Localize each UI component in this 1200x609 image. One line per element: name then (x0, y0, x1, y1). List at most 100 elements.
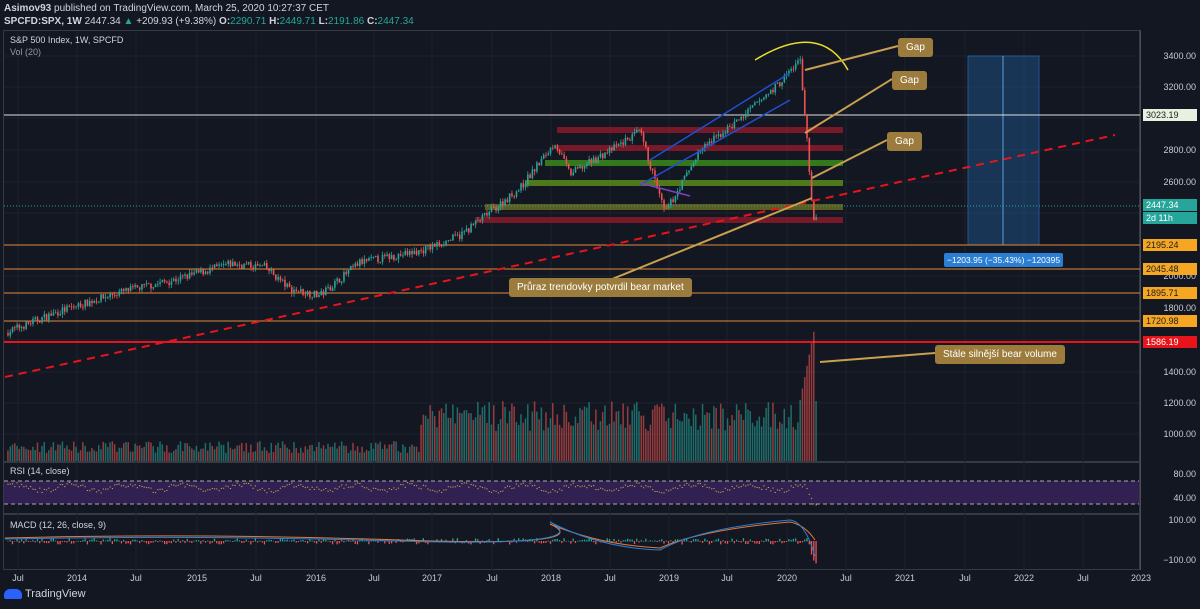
candle-body (424, 246, 427, 254)
price-scale-label: 1000.00 (1163, 429, 1196, 439)
main-chart-pane[interactable] (3, 30, 1140, 462)
volume-bar (452, 404, 454, 461)
rsi-point (429, 489, 431, 491)
volume-bar (801, 388, 804, 461)
volume-bar (760, 426, 763, 461)
rsi-point (202, 490, 204, 492)
candle-body (59, 314, 62, 316)
volume-bar (572, 425, 574, 461)
rsi-point (229, 488, 232, 490)
tradingview-logo[interactable]: TradingView (4, 588, 86, 600)
rsi-point (620, 487, 622, 489)
volume-bar (397, 451, 400, 461)
macd-histogram-bar (633, 541, 636, 545)
rsi-point (733, 487, 735, 489)
candle-body (286, 283, 289, 287)
macd-pane[interactable] (3, 514, 1140, 570)
rsi-point (781, 488, 783, 490)
macd-histogram-bar (377, 541, 379, 543)
candle-body (558, 149, 561, 154)
volume-bar (206, 450, 209, 461)
support-resistance-zone (475, 217, 843, 223)
macd-histogram-bar (322, 539, 325, 542)
rsi-point (447, 486, 449, 488)
volume-bar (704, 414, 706, 461)
rsi-point (604, 489, 606, 491)
rsi-point (279, 487, 281, 489)
candle-body (427, 245, 429, 247)
volume-bar (381, 449, 384, 461)
volume-bar (774, 413, 776, 461)
rsi-band (4, 481, 1139, 504)
macd-histogram-bar (247, 541, 250, 542)
volume-bar (710, 428, 713, 461)
rsi-point (724, 487, 726, 489)
rsi-point (64, 486, 66, 488)
candle-body (88, 300, 91, 307)
rsi-point (792, 486, 795, 488)
candle-body (660, 193, 663, 201)
volume-bar (270, 442, 273, 461)
macd-histogram-bar (109, 538, 111, 542)
candle-body (765, 94, 767, 98)
volume-bar (799, 399, 801, 461)
candle-body (640, 129, 643, 133)
volume-bar (127, 442, 130, 461)
rsi-point (234, 485, 236, 487)
volume-bar (170, 452, 173, 461)
rsi-point (204, 490, 207, 492)
candle-body (708, 141, 711, 146)
volume-bar (754, 426, 756, 461)
candle-body (68, 305, 71, 307)
volume-bar (252, 451, 254, 461)
volume-bar (93, 450, 95, 461)
volume-bar (672, 412, 674, 461)
volume-bar (670, 427, 672, 461)
volume-bar (658, 406, 661, 461)
macd-histogram-bar (636, 538, 638, 542)
rsi-point (127, 485, 129, 487)
volume-bar (100, 449, 102, 461)
volume-bar (329, 446, 332, 461)
publish-info: Asimov93 published on TradingView.com, M… (4, 3, 330, 14)
rsi-point (774, 491, 776, 493)
time-axis-label: 2017 (421, 573, 443, 583)
macd-histogram-bar (706, 540, 708, 542)
macd-histogram-bar (711, 541, 713, 543)
chart-canvas[interactable] (0, 0, 1140, 570)
volume-bar (7, 450, 9, 461)
rsi-point (688, 484, 690, 486)
volume-bar (785, 428, 788, 461)
time-axis-label: Jul (130, 573, 142, 583)
rsi-point (182, 482, 184, 484)
macd-histogram-bar (801, 541, 804, 543)
candle-body (495, 207, 497, 211)
macd-histogram-bar (177, 538, 179, 542)
candle-body (250, 262, 252, 268)
rsi-point (257, 489, 259, 491)
price-tag-3023: 3023.19 (1143, 109, 1197, 121)
candle-body (168, 282, 170, 285)
macd-histogram-bar (608, 539, 611, 542)
macd-histogram-bar (665, 540, 667, 542)
rsi-point (509, 485, 511, 487)
macd-histogram-bar (629, 539, 631, 542)
volume-bar (615, 411, 618, 461)
volume-bar (84, 445, 86, 461)
volume-bar (449, 417, 452, 461)
volume-bar (776, 428, 779, 461)
candle-body (418, 250, 420, 255)
candle-body (48, 313, 50, 321)
volume-bar (433, 416, 436, 461)
macd-histogram-bar (102, 539, 104, 542)
price-scale[interactable] (1140, 30, 1200, 570)
volume-bar (188, 446, 191, 461)
candle-body (552, 147, 554, 149)
candle-body (549, 147, 552, 154)
volume-bar (211, 446, 213, 461)
candle-body (654, 170, 656, 179)
candle-body (102, 294, 105, 299)
rsi-point (552, 488, 554, 490)
macd-histogram-bar (272, 540, 275, 542)
rsi-pane[interactable] (3, 462, 1140, 514)
